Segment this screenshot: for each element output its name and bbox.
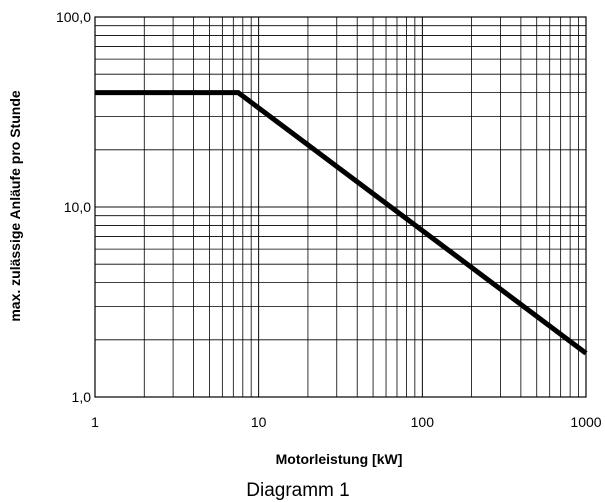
x-tick-label: 10 <box>251 414 267 430</box>
x-tick-label: 1000 <box>570 414 601 430</box>
x-tick-label: 1 <box>91 414 99 430</box>
x-tick-labels: 1 10 100 1000 <box>91 414 602 430</box>
grid <box>95 17 586 397</box>
x-tick-label: 100 <box>411 414 435 430</box>
figure-caption: Diagramm 1 <box>246 480 349 501</box>
y-tick-label: 10,0 <box>64 199 91 215</box>
y-tick-label: 1,0 <box>72 389 92 405</box>
series-line <box>95 93 586 354</box>
x-axis-title: Motorleistung [kW] <box>276 451 403 467</box>
y-tick-label: 100,0 <box>56 9 91 25</box>
y-tick-labels: 1,0 10,0 100,0 <box>56 9 91 405</box>
y-axis-title: max. zulässige Anläufe pro Stunde <box>7 90 23 322</box>
